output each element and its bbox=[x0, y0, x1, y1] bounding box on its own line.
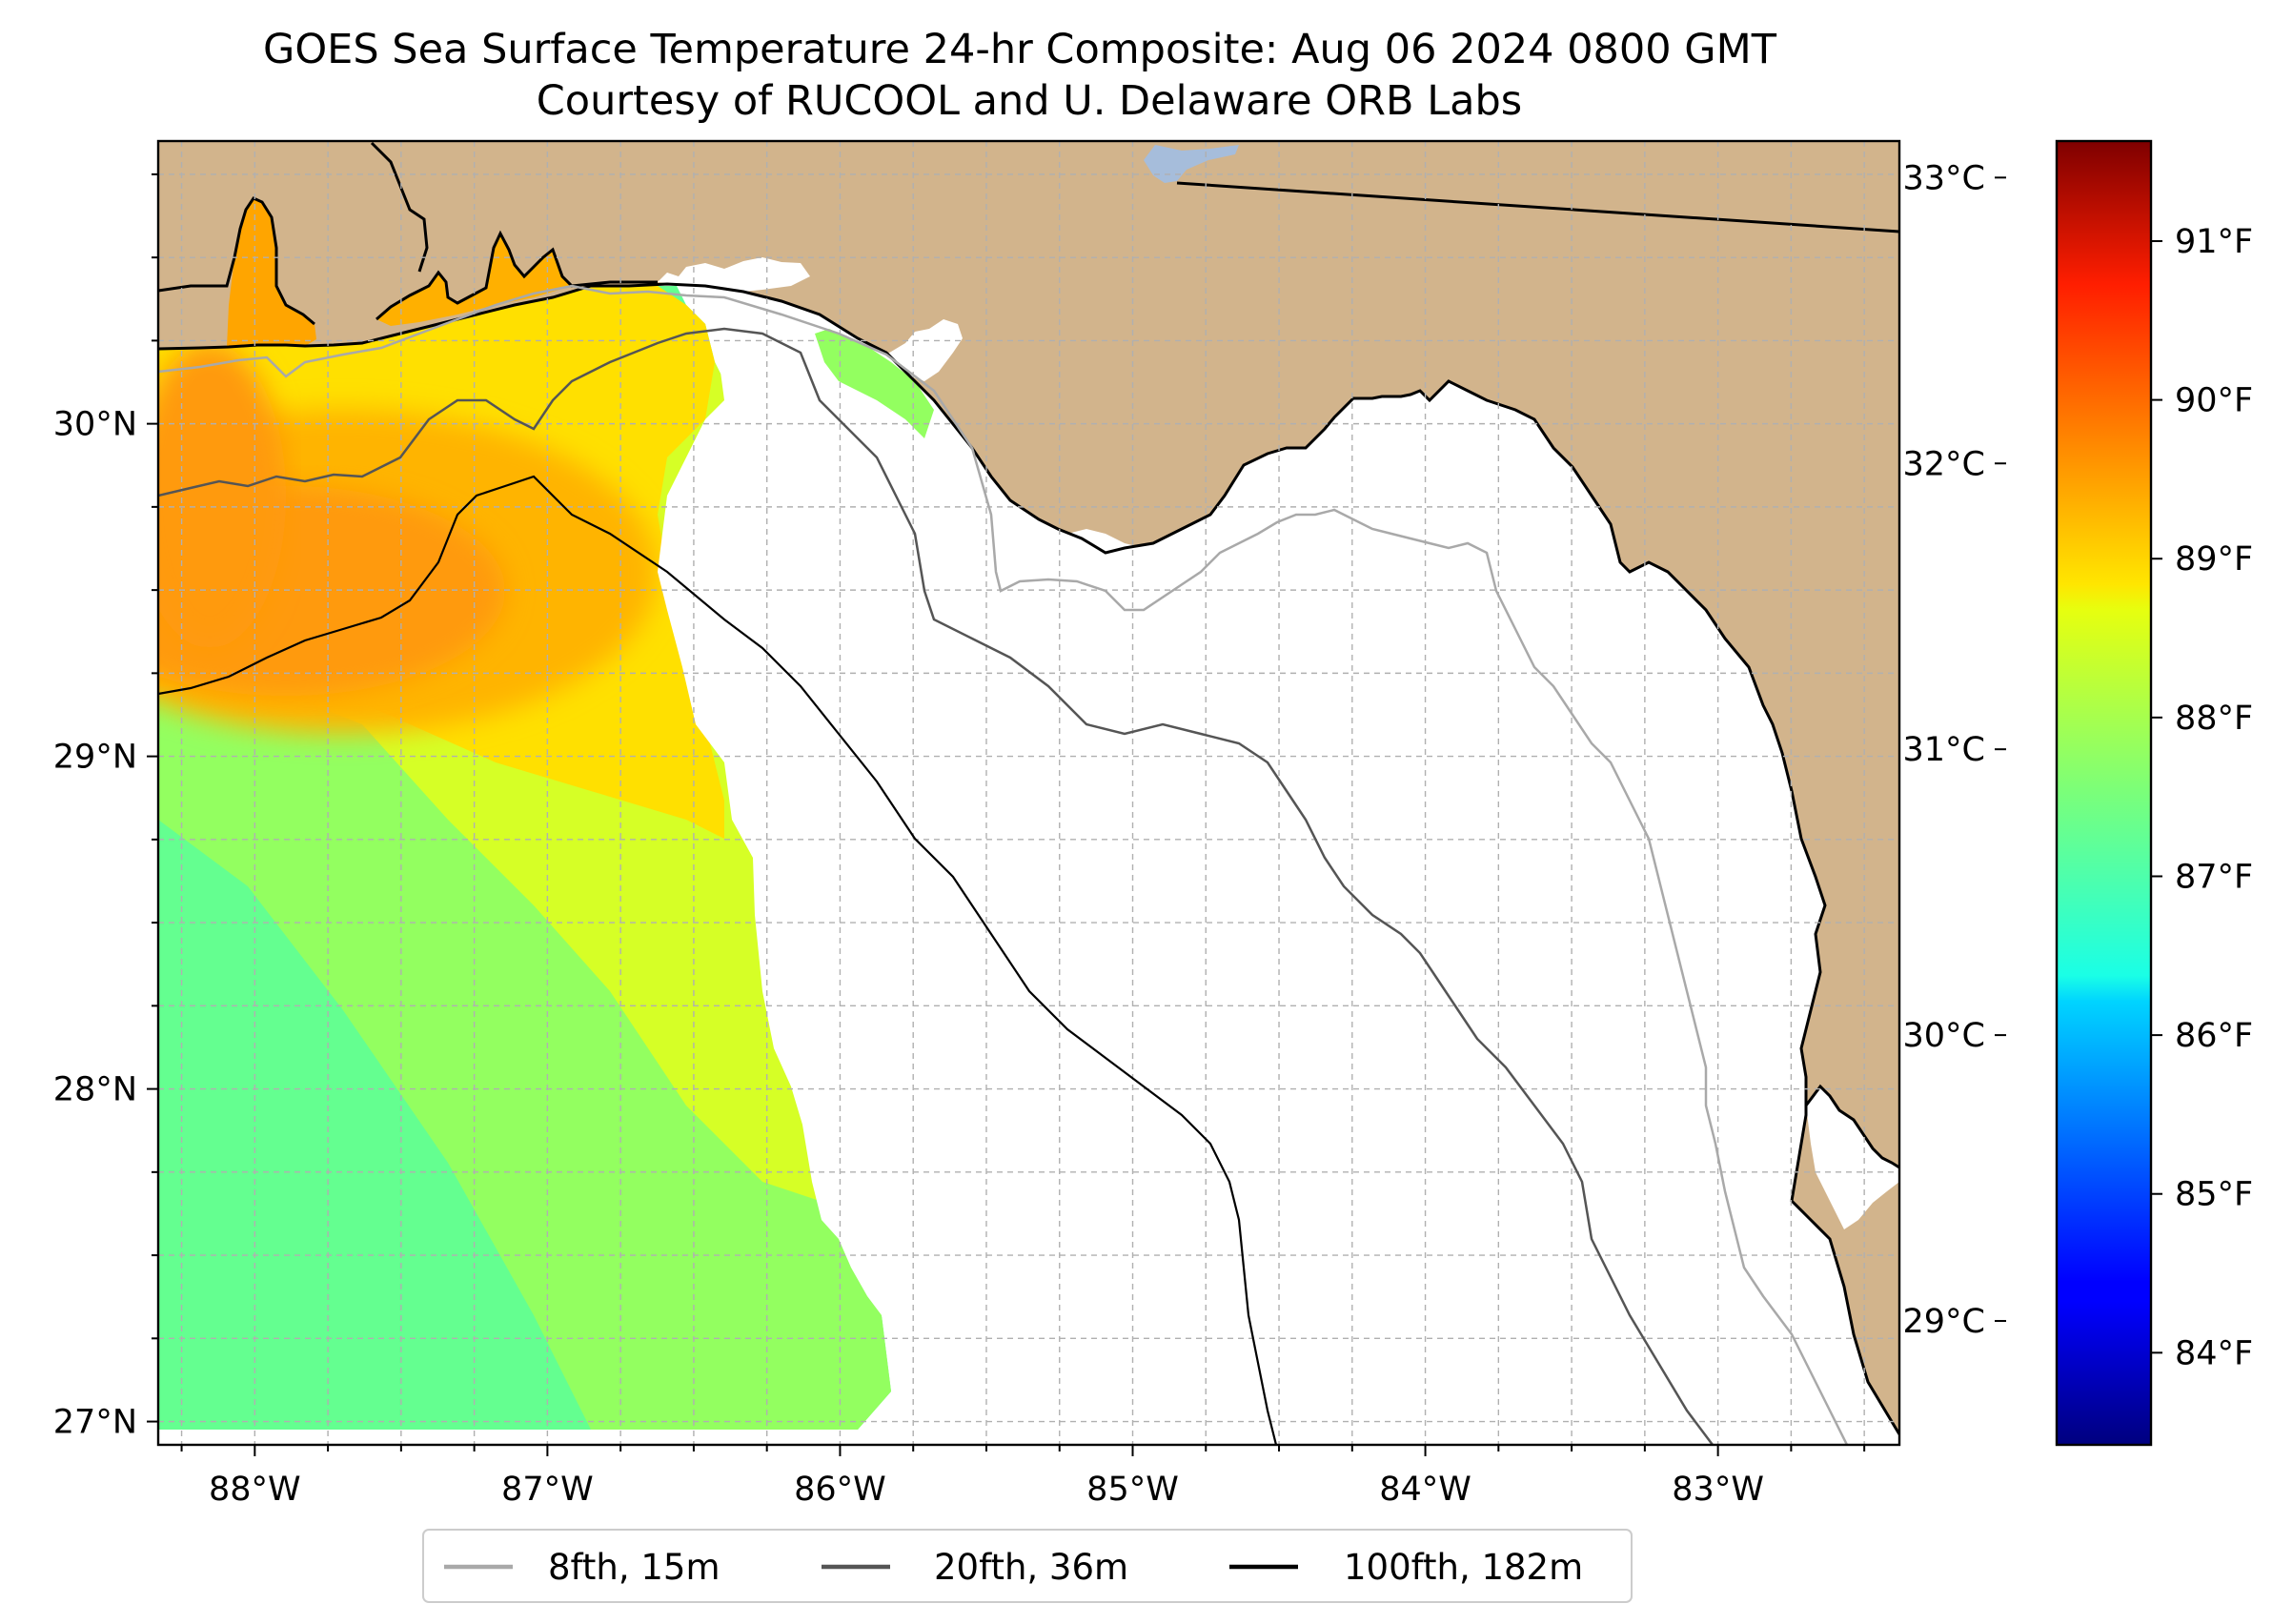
sst-data-edge bbox=[658, 282, 944, 1430]
sst-zone-warm-core-2 bbox=[158, 343, 286, 648]
f-tick-label: 89°F bbox=[2175, 540, 2253, 579]
lon-tick-label: 85°W bbox=[1086, 1471, 1179, 1509]
legend-label-20fth: 20fth, 36m bbox=[934, 1547, 1128, 1588]
map-frame bbox=[156, 139, 1901, 1447]
lon-tick-label: 86°W bbox=[794, 1471, 886, 1509]
coastline-mobile bbox=[158, 196, 315, 326]
f-tick-label: 85°F bbox=[2175, 1176, 2253, 1214]
lat-ticks: 30°N 29°N 28°N 27°N bbox=[53, 173, 158, 1442]
sst-data-patch bbox=[815, 329, 934, 438]
isobath-8fth bbox=[158, 284, 1849, 1445]
c-tick-label: 33°C bbox=[1903, 159, 1985, 197]
f-tick-label: 88°F bbox=[2175, 700, 2253, 738]
coastline-tampa bbox=[1804, 1084, 1899, 1169]
lon-tick-label: 84°W bbox=[1379, 1471, 1471, 1509]
c-tick-label: 30°C bbox=[1903, 1017, 1985, 1055]
legend-label-100fth: 100fth, 182m bbox=[1344, 1547, 1583, 1588]
lon-ticks: 88°W 87°W 86°W 85°W 84°W 83°W bbox=[180, 1445, 1866, 1509]
isobaths bbox=[158, 284, 1849, 1445]
sst-zone-warm-core bbox=[158, 486, 505, 696]
f-tick-label: 90°F bbox=[2175, 382, 2253, 420]
f-tick-label: 84°F bbox=[2175, 1334, 2253, 1372]
gridlines bbox=[158, 141, 1899, 1445]
chart-title: GOES Sea Surface Temperature 24-hr Compo… bbox=[263, 26, 1777, 73]
colorbar-celsius-ticks: 33°C 32°C 31°C 30°C 29°C bbox=[1903, 159, 2006, 1341]
lat-tick-label: 29°N bbox=[53, 739, 137, 777]
chart-subtitle: Courtesy of RUCOOL and U. Delaware ORB L… bbox=[537, 77, 1522, 125]
f-tick-label: 91°F bbox=[2175, 223, 2253, 261]
land-mass bbox=[158, 141, 1899, 1434]
coastline-main bbox=[158, 282, 1899, 1435]
colorbar: 33°C 32°C 31°C 30°C 29°C 91°F 90°F 89°F 88°F 87°… bbox=[1903, 139, 2253, 1447]
lat-tick-label: 30°N bbox=[53, 406, 137, 444]
colorbar-fahrenheit-ticks: 91°F 90°F 89°F 88°F 87°F 86°F 85°F 84°F bbox=[2151, 223, 2253, 1372]
legend-label-8fth: 8fth, 15m bbox=[548, 1547, 720, 1588]
bay-st-andrew bbox=[658, 257, 810, 292]
lat-tick-label: 28°N bbox=[53, 1071, 137, 1109]
legend-box bbox=[422, 1529, 1633, 1603]
c-tick-label: 32°C bbox=[1903, 445, 1985, 483]
map-panel[interactable] bbox=[29, 141, 1899, 1449]
bay-apalachicola bbox=[886, 319, 963, 381]
isobath-20fth bbox=[158, 327, 1715, 1445]
lat-tick-label: 27°N bbox=[53, 1404, 137, 1442]
legend: 8fth, 15m 20fth, 36m 100fth, 182m bbox=[422, 1529, 1633, 1603]
c-tick-label: 29°C bbox=[1903, 1303, 1985, 1341]
lon-tick-label: 87°W bbox=[501, 1471, 594, 1509]
lake bbox=[1144, 145, 1239, 183]
isobath-100fth bbox=[158, 475, 1278, 1445]
coastline-pensacola bbox=[375, 230, 658, 321]
lon-tick-label: 83°W bbox=[1672, 1471, 1764, 1509]
f-tick-label: 86°F bbox=[2175, 1017, 2253, 1055]
colorbar-ramp bbox=[2055, 139, 2153, 1447]
tampa-bay bbox=[1806, 1086, 1899, 1229]
sst-field bbox=[158, 200, 944, 1430]
state-border-al-fl bbox=[370, 141, 429, 273]
coastline bbox=[158, 141, 1899, 1435]
state-border bbox=[1176, 181, 1899, 233]
lon-tick-label: 88°W bbox=[209, 1471, 301, 1509]
f-tick-label: 87°F bbox=[2175, 858, 2253, 896]
c-tick-label: 31°C bbox=[1903, 731, 1985, 769]
pensacola-bay bbox=[376, 233, 572, 326]
